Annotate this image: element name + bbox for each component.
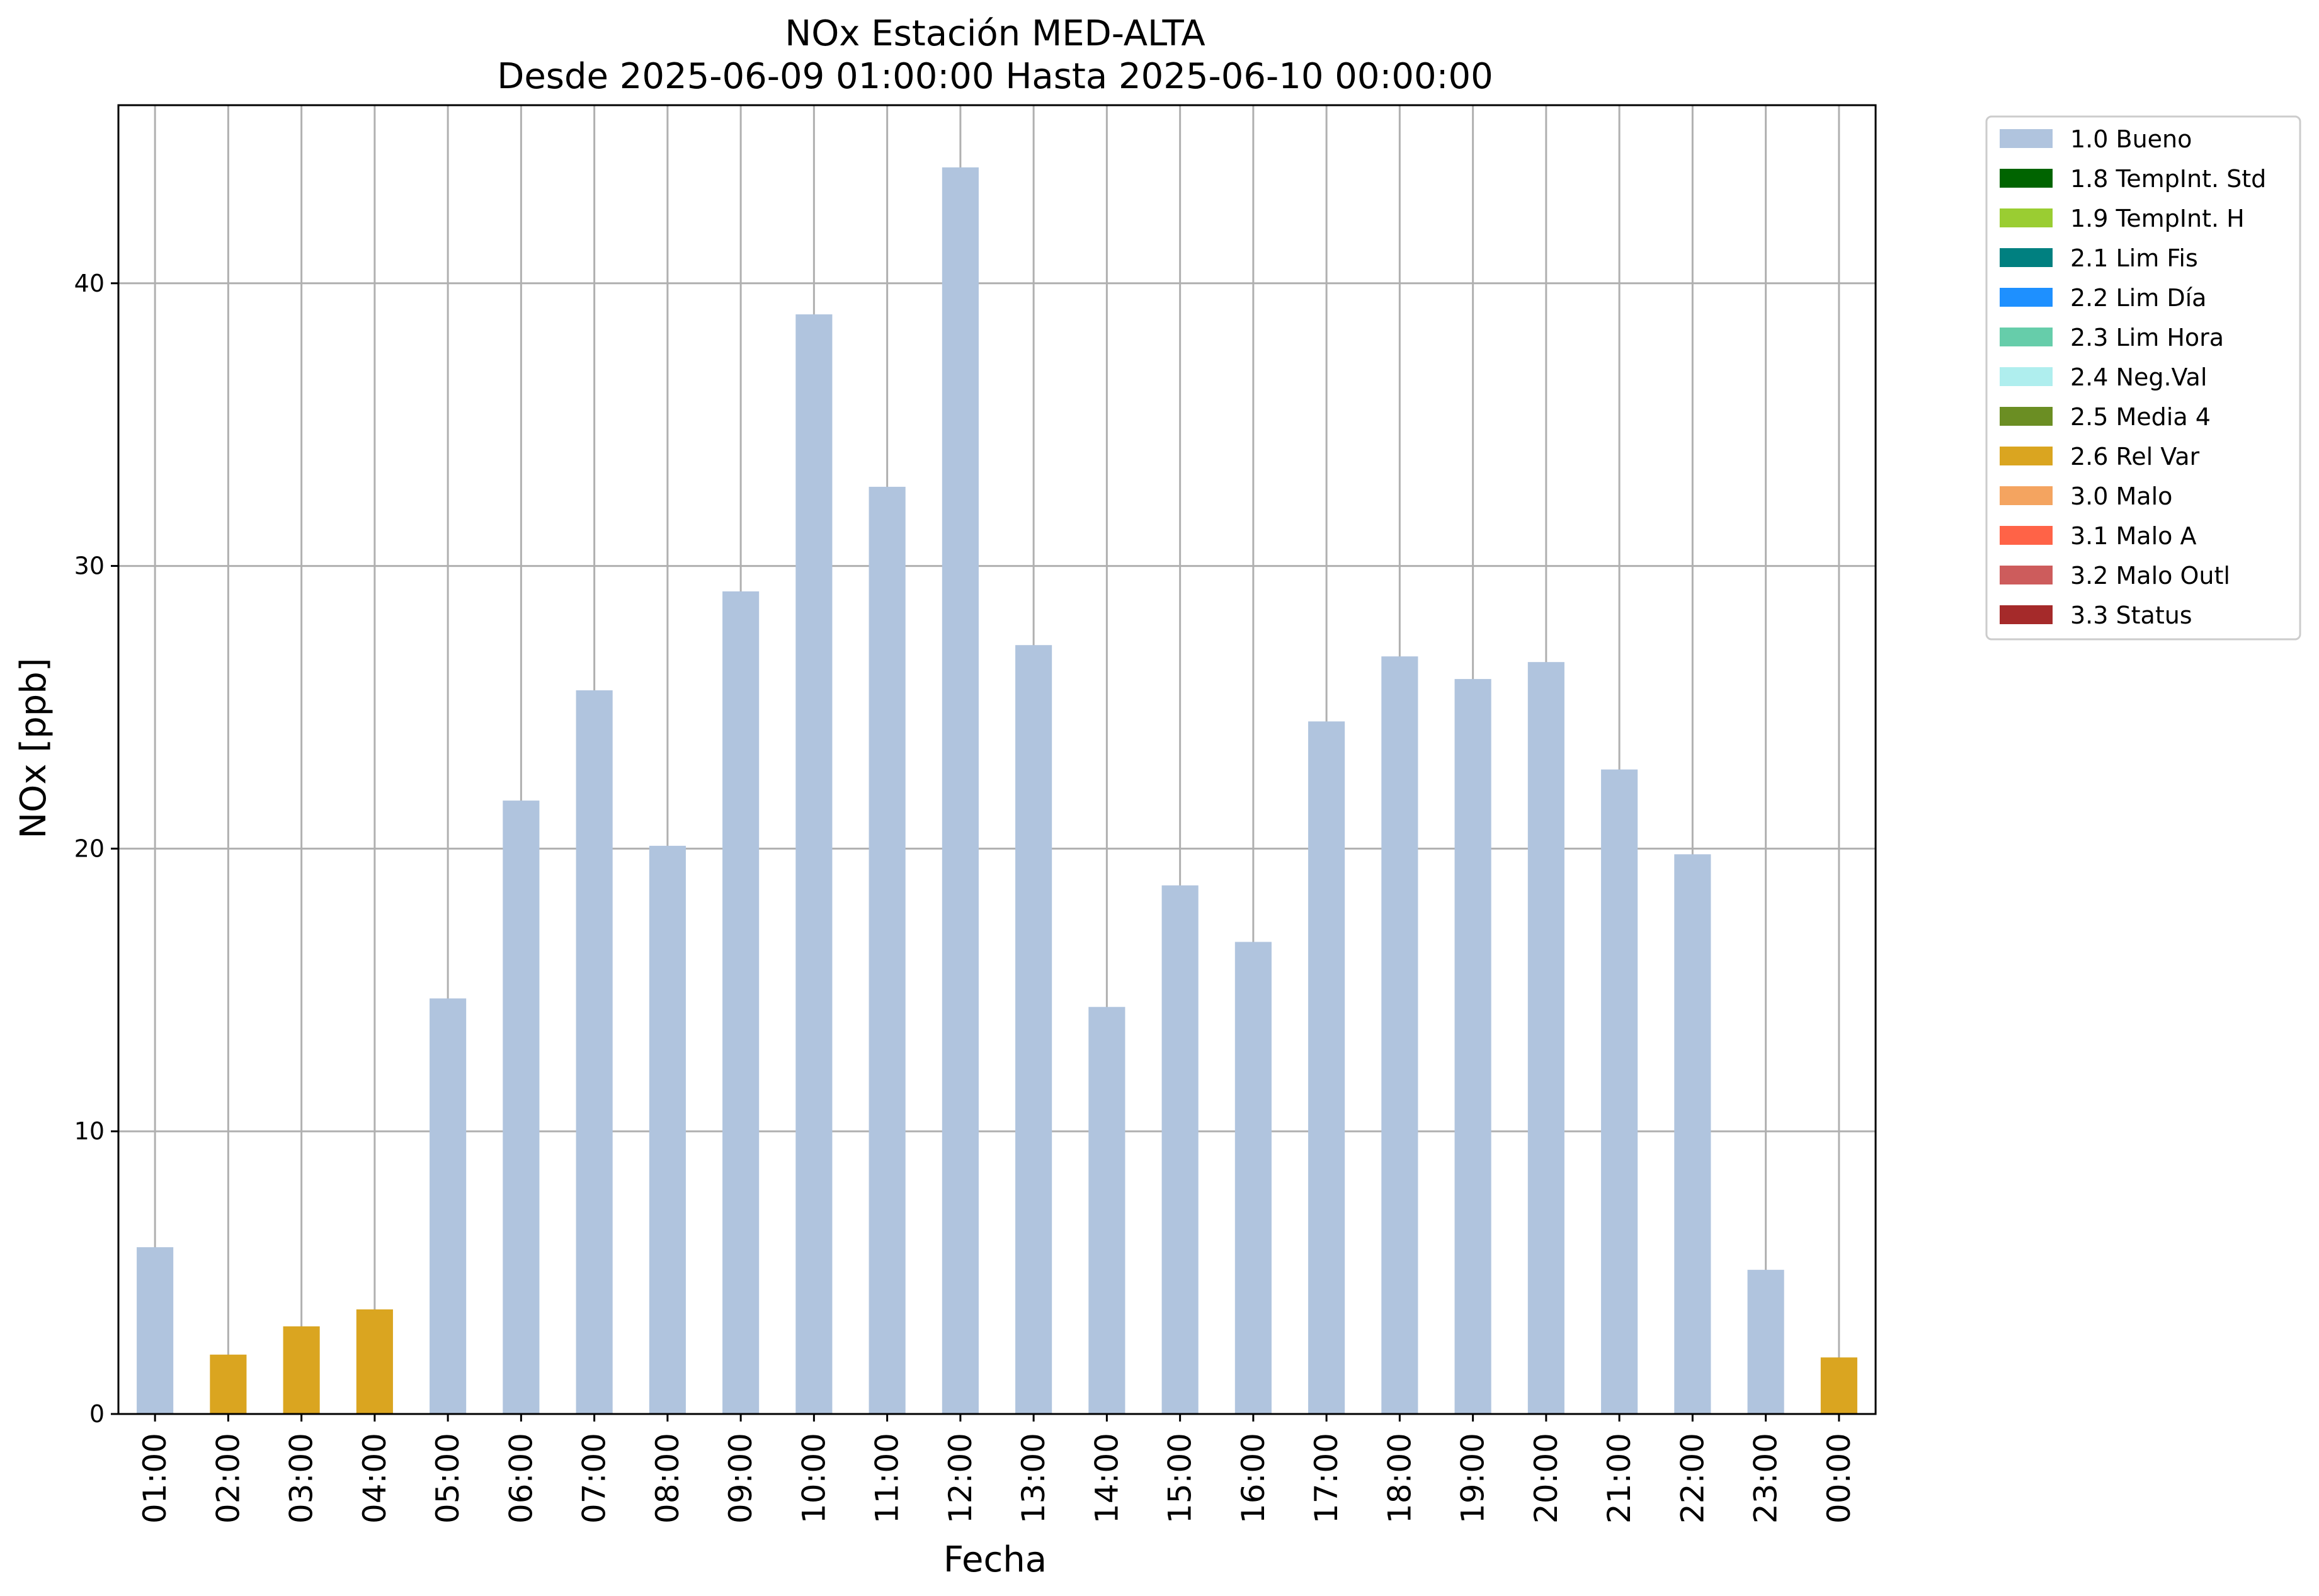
legend-swatch xyxy=(2000,407,2053,426)
x-tick-label: 07:00 xyxy=(576,1433,613,1524)
bar xyxy=(356,1309,393,1414)
x-tick-label: 19:00 xyxy=(1455,1433,1491,1524)
legend-swatch xyxy=(2000,328,2053,346)
legend-label: 2.3 Lim Hora xyxy=(2070,324,2224,351)
legend-label: 3.0 Malo xyxy=(2070,482,2172,510)
x-tick-label: 03:00 xyxy=(283,1433,320,1524)
chart-title: NOx Estación MED-ALTA xyxy=(785,13,1205,54)
y-tick-label: 30 xyxy=(74,552,105,580)
bar xyxy=(1234,942,1272,1414)
y-axis-ticks: 0 10 20 30 40 xyxy=(74,270,118,1428)
legend-label: 3.1 Malo A xyxy=(2070,522,2196,550)
x-tick-label: 08:00 xyxy=(649,1433,686,1524)
y-tick-label: 0 xyxy=(89,1400,105,1428)
y-axis-label: NOx [ppb] xyxy=(13,658,54,838)
legend-swatch xyxy=(2000,367,2053,386)
legend-swatch xyxy=(2000,605,2053,624)
legend-label: 3.2 Malo Outl xyxy=(2070,562,2230,590)
bar xyxy=(1747,1270,1784,1414)
x-tick-label: 04:00 xyxy=(356,1433,393,1524)
legend-swatch xyxy=(2000,248,2053,267)
x-tick-label: 16:00 xyxy=(1235,1433,1272,1524)
legend-swatch xyxy=(2000,208,2053,227)
legend: 1.0 Bueno 1.8 TempInt. Std 1.9 TempInt. H 2… xyxy=(1985,115,2301,641)
legend-label: 2.1 Lim Fis xyxy=(2070,244,2198,272)
legend-swatch xyxy=(2000,447,2053,465)
bar xyxy=(1381,656,1418,1414)
bar xyxy=(869,486,906,1415)
legend-label: 1.9 TempInt. H xyxy=(2070,205,2245,232)
x-tick-label: 18:00 xyxy=(1381,1433,1418,1524)
legend-swatch xyxy=(2000,526,2053,545)
x-tick-label: 20:00 xyxy=(1528,1433,1564,1524)
chart-subtitle: Desde 2025-06-09 01:00:00 Hasta 2025-06-… xyxy=(497,56,1493,97)
legend-swatch xyxy=(2000,566,2053,584)
bars-group xyxy=(137,167,1857,1415)
bar xyxy=(1015,645,1052,1414)
bar xyxy=(1674,854,1711,1414)
legend-label: 2.4 Neg.Val xyxy=(2070,363,2207,391)
x-tick-label: 02:00 xyxy=(210,1433,246,1524)
legend-label: 3.3 Status xyxy=(2070,601,2192,629)
bar xyxy=(430,998,467,1414)
bar xyxy=(1601,769,1638,1414)
legend-label: 1.0 Bueno xyxy=(2070,125,2192,153)
legend-swatch xyxy=(2000,129,2053,148)
x-tick-label: 17:00 xyxy=(1308,1433,1345,1524)
legend-label: 2.2 Lim Día xyxy=(2070,284,2206,312)
bar xyxy=(649,845,686,1414)
bar xyxy=(1161,885,1199,1414)
legend-label: 2.5 Media 4 xyxy=(2070,403,2211,431)
x-tick-label: 06:00 xyxy=(503,1433,539,1524)
y-tick-label: 20 xyxy=(74,835,105,862)
x-tick-label: 21:00 xyxy=(1601,1433,1638,1524)
legend-swatch xyxy=(2000,288,2053,307)
x-axis-label: Fecha xyxy=(943,1539,1047,1580)
x-tick-label: 05:00 xyxy=(430,1433,466,1524)
y-tick-label: 40 xyxy=(74,270,105,297)
x-axis-ticks: 01:00 02:00 03:00 04:00 05:00 06:00 07:00 08:00… xyxy=(137,1414,1857,1524)
bar xyxy=(503,801,540,1414)
x-tick-label: 23:00 xyxy=(1748,1433,1784,1524)
bar xyxy=(576,690,613,1414)
legend-frame xyxy=(1985,115,2301,641)
x-tick-label: 11:00 xyxy=(869,1433,906,1524)
legend-swatch xyxy=(2000,486,2053,505)
bar xyxy=(283,1326,320,1414)
bar xyxy=(722,591,760,1414)
bar xyxy=(1308,721,1345,1414)
bar xyxy=(1820,1357,1857,1414)
x-tick-label: 22:00 xyxy=(1674,1433,1711,1524)
x-tick-label: 13:00 xyxy=(1015,1433,1052,1524)
bar xyxy=(210,1354,247,1414)
x-tick-label: 09:00 xyxy=(722,1433,759,1524)
bar xyxy=(942,167,979,1414)
x-tick-label: 12:00 xyxy=(942,1433,979,1524)
legend-label: 1.8 TempInt. Std xyxy=(2070,165,2266,193)
x-tick-label: 15:00 xyxy=(1162,1433,1199,1524)
legend-label: 2.6 Rel Var xyxy=(2070,443,2200,470)
x-tick-label: 00:00 xyxy=(1821,1433,1857,1524)
x-tick-label: 01:00 xyxy=(137,1433,173,1524)
bar xyxy=(795,314,833,1414)
plot-frame xyxy=(117,104,1877,1415)
legend-swatch xyxy=(2000,169,2053,188)
y-tick-label: 10 xyxy=(74,1117,105,1145)
x-tick-label: 14:00 xyxy=(1088,1433,1125,1524)
bar xyxy=(137,1247,174,1414)
bar xyxy=(1088,1006,1125,1414)
bar xyxy=(1454,679,1491,1414)
x-tick-label: 10:00 xyxy=(795,1433,832,1524)
bar xyxy=(1527,662,1564,1414)
